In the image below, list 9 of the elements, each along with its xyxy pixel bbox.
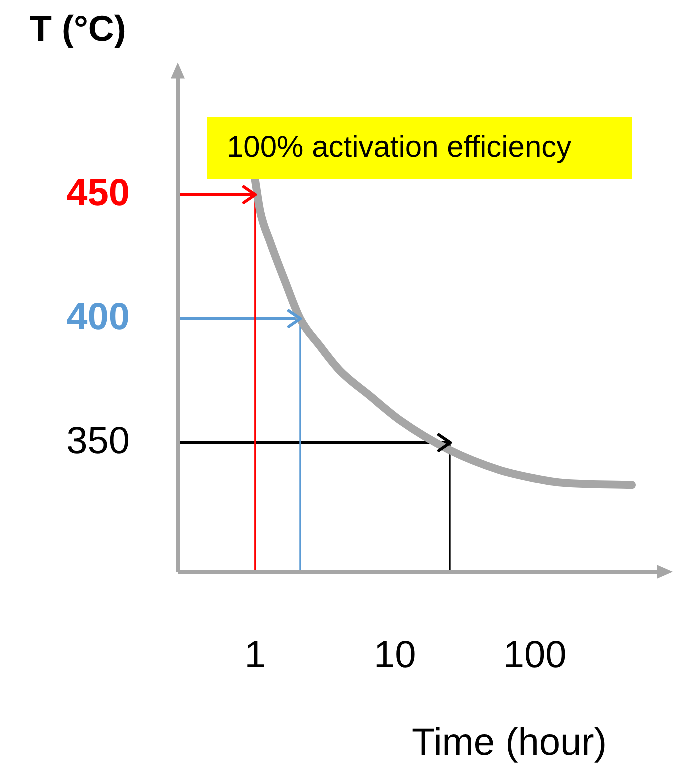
y-tick-label: 400 — [66, 296, 130, 338]
x-axis-title: Time (hour) — [412, 722, 607, 765]
y-axis-title: T (°C) — [30, 8, 126, 50]
x-tick-label: 10 — [374, 634, 416, 676]
x-tick-label: 1 — [244, 634, 266, 676]
y-tick-label: 350 — [66, 420, 130, 462]
x-tick-label: 100 — [503, 634, 567, 676]
y-tick-label: 450 — [66, 172, 130, 214]
annotation: 100% activation efficiency — [207, 117, 632, 179]
